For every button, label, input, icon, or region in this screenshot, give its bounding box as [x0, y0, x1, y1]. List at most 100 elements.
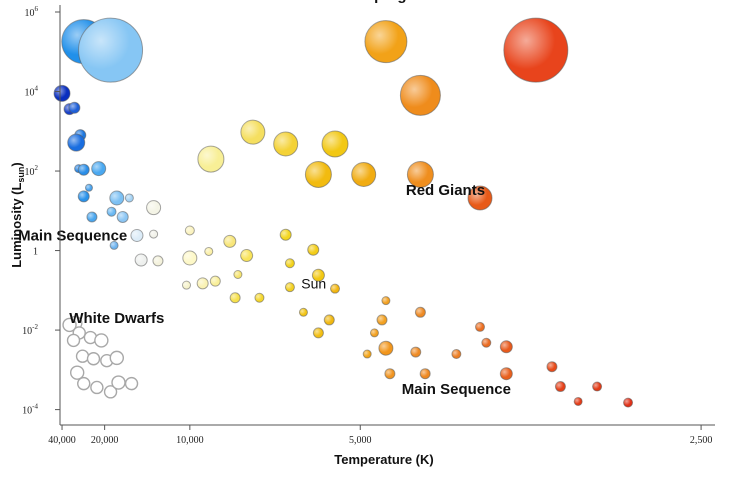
x-axis-title: Temperature (K) [334, 452, 433, 467]
y-tick-label: 10-4 [22, 403, 38, 417]
star-white-dwarf-79 [75, 349, 90, 363]
plot-frame [59, 5, 715, 426]
star-highlight [223, 235, 236, 248]
region-label-red-giants: Red Giants [406, 182, 485, 199]
x-ticks: 40,000 20,000 10,000 5,000 2,500 [48, 425, 712, 446]
star-highlight [109, 190, 124, 205]
star-highlight [451, 349, 461, 359]
star-highlight [410, 347, 421, 358]
star-highlight [78, 190, 90, 202]
star-highlight [623, 398, 633, 408]
star-highlight [125, 193, 134, 202]
star-highlight [117, 211, 129, 223]
star-white-dwarf-82 [109, 350, 125, 366]
star-highlight [381, 296, 390, 305]
sun-label: Sun [301, 276, 326, 292]
star-highlight [312, 269, 325, 282]
y-tick-label: 104 [25, 85, 39, 99]
x-tick-label: 2,500 [690, 435, 713, 446]
x-tick-label: 10,000 [176, 435, 204, 446]
star-highlight [384, 368, 395, 379]
y-tick-label: 106 [25, 5, 39, 19]
star-highlight [182, 251, 197, 266]
region-labels: Blue Giants Red Supergiants Red Giants Main… [18, 0, 511, 398]
star-highlight [363, 350, 372, 359]
star-highlight [230, 292, 241, 303]
region-label-white-dwarfs: White Dwarfs [69, 310, 164, 327]
star-highlight [475, 322, 485, 332]
star-highlight [285, 258, 295, 268]
y-axis-title-main: Luminosity (L [9, 183, 24, 268]
star-highlight [400, 75, 441, 116]
star-highlight [330, 284, 340, 294]
star-white-dwarf-88 [124, 376, 139, 391]
star-highlight [503, 18, 568, 83]
star-highlight [313, 327, 324, 338]
y-tick-label: 10-2 [22, 323, 38, 337]
stars-layer [53, 17, 634, 408]
star-highlight [197, 146, 224, 173]
star-highlight [574, 397, 583, 406]
star-highlight [351, 162, 376, 187]
star-highlight [322, 130, 349, 157]
region-label-blue-giants: Blue Giants [65, 0, 148, 4]
y-tick-label: 102 [25, 164, 39, 178]
star-highlight [91, 161, 106, 176]
star-highlight [481, 338, 491, 348]
region-label-red-supergiants: Red Supergiants [322, 0, 441, 4]
star-highlight [273, 131, 298, 156]
star-white-dwarf-74 [62, 317, 77, 333]
star-highlight [305, 161, 332, 188]
region-label-main-sequence: Main Sequence [18, 227, 127, 244]
star-highlight [54, 85, 71, 102]
star-highlight [149, 230, 158, 239]
star-white-dwarf-84 [77, 376, 91, 391]
star-highlight [420, 368, 431, 379]
star-highlight [299, 308, 308, 317]
star-highlight [146, 200, 161, 215]
star-highlight [78, 18, 143, 83]
star-highlight [370, 328, 379, 337]
star-highlight [110, 241, 119, 250]
star-highlight [204, 247, 213, 256]
star-highlight [197, 277, 209, 289]
x-tick-label: 20,000 [91, 435, 119, 446]
star-highlight [130, 229, 143, 242]
star-highlight [500, 340, 513, 353]
star-highlight [68, 102, 80, 114]
star-highlight [67, 134, 85, 152]
x-tick-label: 5,000 [349, 435, 372, 446]
star-highlight [468, 185, 493, 210]
star-white-dwarf-86 [103, 385, 118, 399]
star-highlight [233, 270, 242, 279]
star-highlight [324, 314, 335, 325]
x-tick-label: 40,000 [48, 435, 76, 446]
star-highlight [254, 293, 264, 303]
star-highlight [546, 361, 557, 372]
star-white-dwarf-83 [69, 365, 85, 380]
star-highlight [555, 381, 566, 392]
star-highlight [415, 307, 426, 318]
star-highlight [280, 229, 292, 241]
star-highlight [152, 255, 163, 266]
star-white-dwarf-80 [86, 352, 101, 366]
star-highlight [85, 184, 93, 192]
y-axis-title-sub: sun [16, 167, 26, 183]
star-highlight [240, 120, 265, 145]
star-highlight [377, 314, 388, 325]
star-highlight [285, 282, 295, 292]
star-highlight [86, 211, 97, 222]
star-white-dwarf-85 [90, 380, 104, 395]
y-ticks: 106 104 102 1 10-2 10-4 [22, 5, 60, 417]
star-white-dwarf-76 [66, 333, 81, 348]
star-highlight [500, 367, 513, 380]
y-axis-title: Luminosity (Lsun) [9, 162, 26, 268]
star-highlight [240, 249, 253, 262]
y-tick-label: 1 [33, 247, 38, 258]
star-white-dwarf-78 [94, 333, 109, 348]
y-axis-title-close: ) [9, 162, 24, 166]
star-highlight [592, 382, 602, 392]
star-highlight [78, 164, 90, 176]
star-highlight [107, 207, 117, 217]
